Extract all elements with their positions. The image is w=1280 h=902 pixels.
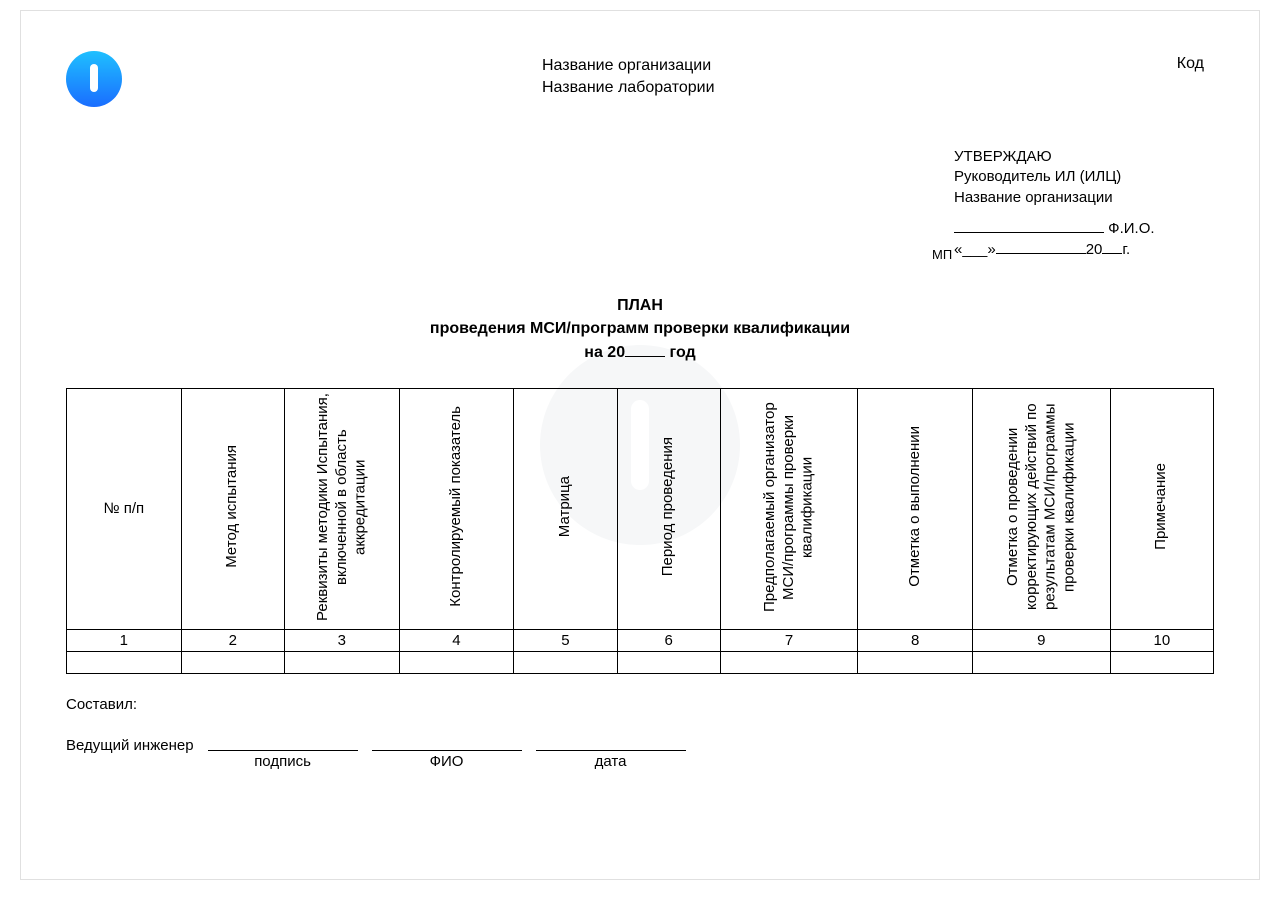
table-cell: 8 (858, 629, 973, 651)
table-cell (1110, 651, 1213, 673)
org-name: Название организации (542, 55, 1177, 77)
table-cell: 4 (399, 629, 514, 651)
sign-line (372, 733, 522, 751)
table-cell: 5 (514, 629, 617, 651)
table-header-label: Матрица (556, 476, 575, 537)
table-header-cell: Матрица (514, 388, 617, 629)
table-cell (67, 651, 182, 673)
table-cell: 1 (67, 629, 182, 651)
table-header-cell: Период проведения (617, 388, 720, 629)
document-content: Название организации Название лаборатори… (66, 51, 1214, 770)
table-cell: 10 (1110, 629, 1213, 651)
title-year-prefix: на 20 (584, 344, 625, 361)
approval-approve: УТВЕРЖДАЮ (954, 147, 1214, 167)
table-header-cell: Реквизиты методики Испытания, включенной… (284, 388, 399, 629)
title-line2: проведения МСИ/программ проверки квалифи… (66, 317, 1214, 340)
table-header-cell: Отметка о выполнении (858, 388, 973, 629)
table-cell (399, 651, 514, 673)
sign-field: дата (536, 733, 686, 770)
title-block: ПЛАН проведения МСИ/программ проверки кв… (66, 294, 1214, 364)
table-cell: 9 (973, 629, 1111, 651)
date-year-suffix: г. (1122, 241, 1130, 258)
table-header-cell: Метод испытания (181, 388, 284, 629)
table-cell (514, 651, 617, 673)
date-year-prefix: 20 (1086, 241, 1103, 258)
table-header-cell: Примечание (1110, 388, 1213, 629)
sign-fields: подпись ФИО дата (208, 733, 686, 770)
date-open: «___» (954, 241, 996, 258)
sign-line (208, 733, 358, 751)
footer-block: Составил: Ведущий инженер подпись ФИО дата (66, 696, 1214, 770)
date-year-line (1102, 239, 1122, 254)
table-header-label: Контролируемый показатель (447, 406, 466, 607)
table-header-label: Отметка о выполнении (906, 426, 925, 587)
header-center: Название организации Название лаборатори… (122, 55, 1177, 98)
table-cell (284, 651, 399, 673)
brand-logo-icon (66, 51, 122, 107)
title-year-suffix: год (665, 344, 696, 361)
brand-logo-stem (90, 64, 98, 92)
table-cell (858, 651, 973, 673)
date-month-line (996, 239, 1086, 254)
table-header-cell: Предполагаемый организатор МСИ/программы… (720, 388, 858, 629)
table-index-row: 12345678910 (67, 629, 1214, 651)
sign-caption: ФИО (372, 751, 522, 770)
plan-table: № п/п Метод испытания Реквизиты методики И… (66, 388, 1214, 674)
table-header-label: Отметка о проведении корректирующих дейс… (1004, 391, 1079, 623)
code-label: Код (1177, 55, 1214, 73)
table-row (67, 651, 1214, 673)
table-body: 12345678910 (67, 629, 1214, 673)
signature-line (954, 218, 1104, 233)
title-line1: ПЛАН (66, 294, 1214, 317)
sign-caption: дата (536, 751, 686, 770)
sign-line (536, 733, 686, 751)
table-cell (973, 651, 1111, 673)
table-cell: 7 (720, 629, 858, 651)
table-header-cell: Контролируемый показатель (399, 388, 514, 629)
table-header-label: Предполагаемый организатор МСИ/программы… (761, 391, 817, 623)
approval-position: Руководитель ИЛ (ИЛЦ) (954, 167, 1214, 187)
mp-label: МП (932, 246, 952, 264)
table-cell: 6 (617, 629, 720, 651)
approval-block: УТВЕРЖДАЮ Руководитель ИЛ (ИЛЦ) Название… (954, 147, 1214, 260)
table-header-label: Реквизиты методики Испытания, включенной… (314, 391, 370, 623)
fio-label: Ф.И.О. (1108, 220, 1154, 237)
table-cell: 2 (181, 629, 284, 651)
approval-date-line: «___» 20 г. (954, 239, 1214, 260)
document-page: Название организации Название лаборатори… (20, 10, 1260, 880)
table-header-row: № п/п Метод испытания Реквизиты методики И… (67, 388, 1214, 629)
compiled-by-label: Составил: (66, 696, 1214, 713)
table-header-label: Метод испытания (223, 445, 242, 568)
approval-name-line: Ф.И.О. (954, 218, 1214, 239)
title-year-line (625, 341, 665, 357)
table-header-cell: Отметка о проведении корректирующих дейс… (973, 388, 1111, 629)
table-header-label: Период проведения (659, 437, 678, 576)
title-line3: на 20 год (66, 341, 1214, 364)
table-cell (181, 651, 284, 673)
table-cell: 3 (284, 629, 399, 651)
table-header-label: Примечание (1152, 463, 1171, 550)
table-cell (720, 651, 858, 673)
table-cell (617, 651, 720, 673)
header-row: Название организации Название лаборатори… (66, 51, 1214, 107)
role-label: Ведущий инженер (66, 737, 194, 770)
sign-field: ФИО (372, 733, 522, 770)
sign-row: Ведущий инженер подпись ФИО дата (66, 733, 1214, 770)
approval-org: Название организации (954, 188, 1214, 208)
table-header-cell: № п/п (67, 388, 182, 629)
sign-caption: подпись (208, 751, 358, 770)
lab-name: Название лаборатории (542, 77, 1177, 99)
sign-field: подпись (208, 733, 358, 770)
